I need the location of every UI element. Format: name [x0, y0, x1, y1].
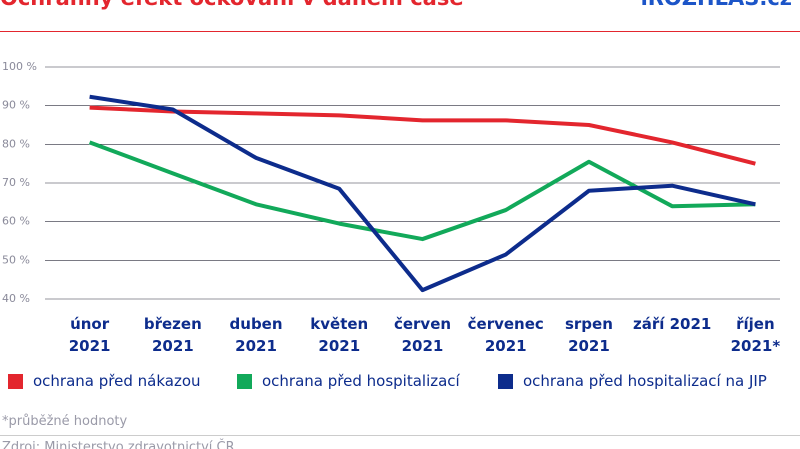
series-line [88, 140, 756, 242]
legend-item: ochrana před hospitalizací [237, 372, 460, 390]
series-line [89, 94, 756, 293]
y-tick-label: 70 % [2, 176, 30, 189]
legend-swatch [8, 373, 23, 389]
legend-label: ochrana před hospitalizací na JIP [523, 372, 767, 390]
title-rule [0, 31, 800, 32]
y-tick-label: 80 % [2, 137, 30, 150]
y-tick-label: 50 % [2, 253, 30, 266]
legend-swatch [498, 373, 513, 389]
legend-item: ochrana před nákazou [8, 372, 201, 390]
x-tick-label: říjen 2021* [730, 315, 781, 355]
y-tick-label: 90 % [2, 99, 30, 112]
legend-label: ochrana před nákazou [33, 372, 201, 390]
y-tick-label: 100 % [2, 60, 37, 73]
chart-title: Ochranný efekt očkování v daném čase [0, 0, 464, 10]
series-line [89, 105, 756, 166]
y-tick-label: 40 % [2, 292, 30, 305]
legend-swatch [237, 373, 252, 389]
brand: iROZHLAS.cz [641, 0, 792, 10]
x-tick-label: únor 2021 [68, 315, 111, 355]
x-tick-label: březen 2021 [143, 315, 202, 355]
x-tick-label: září 2021 [632, 315, 712, 333]
y-tick-label: 60 % [2, 215, 30, 228]
x-tick-label: květen 2021 [310, 315, 369, 355]
note: *průběžné hodnoty [2, 414, 128, 429]
source: Zdroj: Ministerstvo zdravotnictví ČR [2, 440, 235, 449]
x-tick-label: duben 2021 [229, 315, 283, 355]
x-tick-label: srpen 2021 [564, 315, 613, 355]
x-tick-label: červen 2021 [393, 315, 452, 355]
legend-label: ochrana před hospitalizací [262, 372, 460, 390]
divider [0, 435, 800, 436]
legend-item: ochrana před hospitalizací na JIP [498, 372, 767, 390]
x-tick-label: červenec 2021 [467, 315, 544, 355]
